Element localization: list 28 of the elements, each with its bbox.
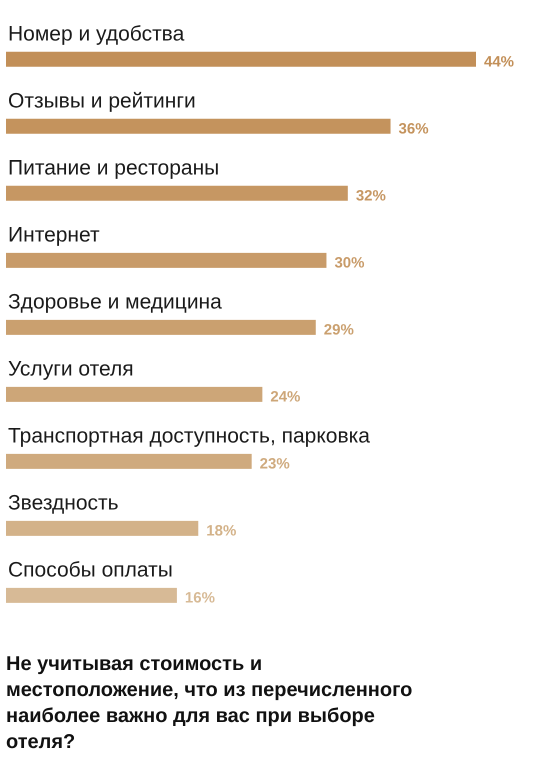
- data-label: 24%: [270, 388, 300, 406]
- data-label: 44%: [484, 53, 514, 70]
- bar: [6, 118, 391, 134]
- data-label: 32%: [356, 187, 386, 204]
- data-label: 18%: [206, 522, 236, 540]
- y-tick-label: Номер и удобства: [8, 22, 185, 46]
- bar: [6, 52, 476, 67]
- bar: [6, 454, 252, 469]
- y-tick-label: Транспортная доступность, парковка: [8, 424, 370, 448]
- y-tick-label: Услуги отеля: [8, 357, 134, 380]
- y-tick-label: Интернет: [8, 223, 100, 246]
- bar: [6, 588, 177, 603]
- data-label: 30%: [334, 254, 364, 272]
- y-tick-label: Звездность: [8, 491, 119, 514]
- data-label: 29%: [324, 321, 354, 338]
- y-tick-label: Здоровье и медицина: [8, 290, 222, 314]
- y-tick-label: Способы оплаты: [8, 558, 173, 582]
- data-label: 16%: [184, 589, 215, 606]
- bar: [6, 252, 326, 268]
- bar: [6, 186, 348, 201]
- data-label: 36%: [398, 120, 429, 138]
- y-tick-label: Питание и рестораны: [8, 156, 220, 180]
- data-label: 23%: [260, 455, 290, 472]
- y-tick-label: Отзывы и рейтинги: [8, 89, 196, 112]
- text: Не учитывая стоимость и местоположение, что из перечисленного наиболее важно для вас при выборе отеля?: [6, 653, 412, 753]
- bar: [6, 320, 316, 335]
- bar: [6, 520, 198, 536]
- bar: [6, 386, 262, 402]
